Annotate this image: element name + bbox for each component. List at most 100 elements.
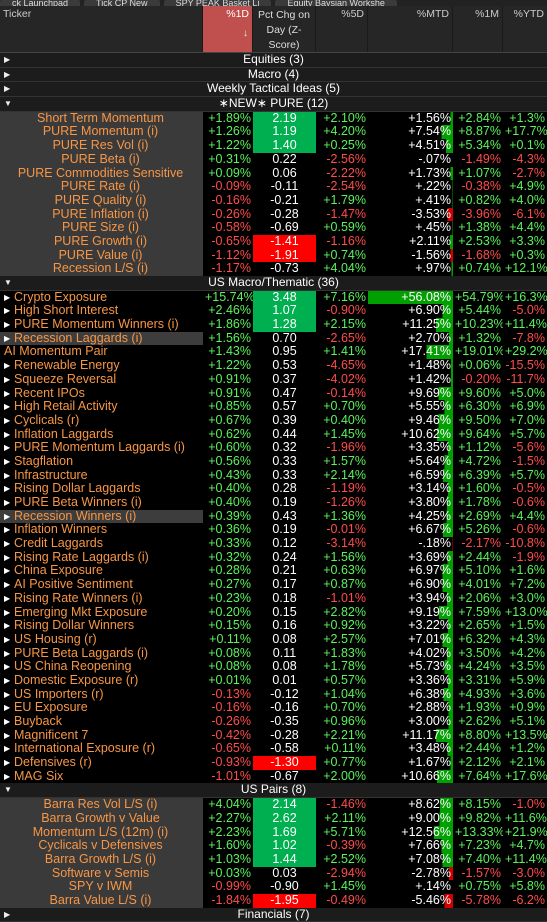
table-row[interactable]: ▶ PURE Momentum Winners (i) +1.86% 1.28 +2.1… (0, 318, 547, 332)
row-expand-icon[interactable]: ▶ (4, 456, 11, 466)
table-row[interactable]: ▶ Inflation Laggards +0.62% 0.44 +1.45% +10.6… (0, 427, 547, 442)
ticker-name[interactable]: Barra Growth L/S (i) (0, 852, 203, 867)
ticker-name[interactable]: Cyclicals v Defensives (0, 839, 203, 853)
table-row[interactable]: ▶ Emerging Mkt Exposure +0.20% 0.15 +2.82% +9… (0, 605, 547, 620)
row-expand-icon[interactable]: ▶ (4, 292, 11, 302)
table-row[interactable]: PURE Beta (i) +0.31% 0.22 -2.56% -.07% -1.49%… (0, 152, 547, 167)
ticker-name[interactable]: ▶ Renewable Energy (4, 359, 120, 373)
table-row[interactable]: ▶ Squeeze Reversal +0.91% 0.37 -4.02% +1.42% -… (0, 372, 547, 387)
table-row[interactable]: ▶ Infrastructure +0.43% 0.33 +2.14% +6.59% +6.… (0, 468, 547, 483)
row-expand-icon[interactable]: ▶ (4, 621, 11, 631)
ticker-name[interactable]: ▶ AI Positive Sentiment (4, 578, 133, 592)
row-expand-icon[interactable]: ▶ (4, 593, 11, 603)
row-expand-icon[interactable]: ▶ (4, 306, 11, 316)
ticker-name[interactable]: Barra Growth v Value (0, 811, 203, 826)
ticker-name[interactable]: ▶ Rising Rate Laggards (i) (4, 550, 149, 564)
group-header[interactable]: ▶ Macro (4) (0, 67, 547, 83)
row-expand-icon[interactable]: ▶ (4, 758, 11, 768)
row-expand-icon[interactable]: ▶ (4, 744, 11, 754)
table-row[interactable]: ▶ Buyback -0.26% -0.35 +0.96% +3.00% +2.62% +5.… (0, 715, 547, 729)
header-pct-chg-zscore[interactable]: Pct Chg on Day (Z-Score) (253, 6, 316, 52)
ticker-name[interactable]: PURE Size (i) (0, 221, 203, 235)
row-expand-icon[interactable]: ▶ (4, 415, 11, 425)
ticker-name[interactable]: Momentum L/S (12m) (i) (0, 825, 203, 840)
table-row[interactable]: ▶ Recession Laggards (i) +1.56% 0.70 -2.65% +… (0, 331, 547, 346)
row-expand-icon[interactable]: ▶ (4, 580, 11, 590)
table-row[interactable]: ▶ Cyclicals (r) +0.67% 0.39 +0.40% +9.46% +9.5… (0, 413, 547, 428)
table-row[interactable]: PURE Value (i) -1.12% -1.91 +0.74% -1.56% -1.… (0, 248, 547, 263)
table-row[interactable]: PURE Size (i) -0.58% -0.69 +0.59% +.45% +1.38… (0, 221, 547, 235)
ticker-name[interactable]: ▶ PURE Beta Laggards (i) (4, 646, 149, 660)
group-header[interactable]: ▼ US Macro/Thematic (36) (0, 275, 547, 291)
ticker-name[interactable]: Barra Res Vol L/S (i) (0, 798, 203, 812)
row-expand-icon[interactable]: ▶ (4, 333, 11, 343)
ticker-name[interactable]: ▶ Recent IPOs (4, 386, 85, 400)
table-row[interactable]: Recession L/S (i) -1.17% -0.73 +4.04% +.97% +… (0, 262, 547, 276)
ticker-name[interactable]: ▶ Crypto Exposure (4, 290, 108, 304)
table-row[interactable]: ▶ Rising Dollar Laggards +0.40% 0.28 -1.19% +… (0, 482, 547, 496)
row-expand-icon[interactable]: ▶ (4, 374, 11, 384)
ticker-name[interactable]: PURE Commodities Sensitive (0, 166, 203, 181)
table-row[interactable]: ▶ High Retail Activity +0.85% 0.57 +0.70% +5.… (0, 400, 547, 414)
ticker-name[interactable]: PURE Value (i) (0, 248, 203, 263)
expand-arrow-icon[interactable]: ▶ (4, 55, 11, 64)
row-expand-icon[interactable]: ▶ (4, 648, 11, 658)
table-row[interactable]: ▶ Defensives (r) -0.93% -1.30 +0.77% +1.67% +2… (0, 756, 547, 770)
ticker-name[interactable]: PURE Beta (i) (0, 152, 203, 167)
tab-equity-baysian[interactable]: Equity Baysian Workshe (275, 0, 397, 6)
header-1m[interactable]: %1M (453, 6, 503, 52)
row-expand-icon[interactable]: ▶ (4, 429, 11, 439)
table-row[interactable]: ▶ Recession Winners (i) +0.39% 0.43 +1.36% +4… (0, 509, 547, 524)
ticker-name[interactable]: ▶ Cyclicals (r) (4, 413, 80, 427)
ticker-name[interactable]: PURE Quality (i) (0, 193, 203, 208)
table-row[interactable]: PURE Res Vol (i) +1.22% 1.40 +0.25% +4.51% +5… (0, 139, 547, 153)
ticker-name[interactable]: ▶ Magnificent 7 (4, 728, 89, 742)
table-row[interactable]: ▶ Rising Rate Winners (i) +0.23% 0.18 -1.01%… (0, 591, 547, 606)
ticker-name[interactable]: ▶ Inflation Winners (4, 523, 108, 537)
tab-tick-cp-new[interactable]: Tick CP New (84, 0, 160, 6)
row-expand-icon[interactable]: ▶ (4, 703, 11, 713)
row-expand-icon[interactable]: ▶ (4, 498, 11, 507)
table-row[interactable]: ▶ US Importers (r) -0.13% -0.12 +1.04% +6.38%… (0, 687, 547, 702)
table-row[interactable]: ▶ US China Reopening +0.08% 0.08 +1.78% +5.73… (0, 660, 547, 674)
row-expand-icon[interactable]: ▶ (4, 511, 11, 521)
row-expand-icon[interactable]: ▶ (4, 525, 11, 535)
row-expand-icon[interactable]: ▶ (4, 402, 11, 412)
ticker-name[interactable]: ▶ Defensives (r) (4, 756, 92, 770)
table-row[interactable]: ▶ Magnificent 7 -0.42% -0.28 +2.21% +11.17% +8… (0, 728, 547, 743)
table-row[interactable]: ▶ Credit Laggards +0.33% 0.12 -3.14% -.18% -2.… (0, 537, 547, 551)
table-row[interactable]: ▶ Inflation Winners +0.36% 0.19 -0.01% +6.67%… (0, 523, 547, 538)
row-expand-icon[interactable]: ▶ (4, 361, 11, 371)
table-row[interactable]: ▶ PURE Beta Laggards (i) +0.08% 0.11 +1.83% +… (0, 646, 547, 661)
table-row[interactable]: Barra Res Vol L/S (i) +4.04% 2.14 -1.46% +8.… (0, 798, 547, 812)
ticker-name[interactable]: ▶ Rising Dollar Laggards (4, 482, 141, 496)
ticker-name[interactable]: ▶ China Exposure (4, 564, 103, 578)
table-row[interactable]: ▶ PURE Beta Winners (i) +0.40% 0.19 -1.26% +3… (0, 496, 547, 510)
ticker-name[interactable]: ▶ High Short Interest (4, 304, 119, 318)
table-row[interactable]: Short Term Momentum +1.89% 2.19 +2.10% +1.56… (0, 111, 547, 126)
row-expand-icon[interactable]: ▶ (4, 484, 11, 494)
ticker-name[interactable]: ▶ US Importers (r) (4, 687, 104, 701)
table-row[interactable]: ▶ High Short Interest +2.46% 1.07 -0.90% +6.9… (0, 304, 547, 319)
ticker-name[interactable]: PURE Momentum (i) (0, 125, 203, 140)
table-row[interactable]: ▶ US Housing (r) +0.11% 0.08 +2.57% +7.01% +6.… (0, 632, 547, 647)
tab-spy-peak-basket[interactable]: SPY PEAK Basket Li (163, 0, 272, 6)
table-row[interactable]: PURE Commodities Sensitive +0.09% 0.06 -2.2… (0, 166, 547, 181)
ticker-name[interactable]: PURE Growth (i) (0, 234, 203, 249)
table-row[interactable]: Barra Value L/S (i) -1.84% -1.95 -0.49% -5.4… (0, 893, 547, 908)
ticker-name[interactable]: ▶ Rising Rate Winners (i) (4, 591, 143, 605)
row-expand-icon[interactable]: ▶ (4, 607, 11, 617)
row-expand-icon[interactable]: ▶ (4, 539, 11, 549)
ticker-name[interactable]: ▶ Squeeze Reversal (4, 372, 117, 386)
ticker-name[interactable]: ▶ EU Exposure (4, 701, 88, 715)
row-expand-icon[interactable]: ▶ (4, 634, 11, 644)
row-expand-icon[interactable]: ▶ (4, 689, 11, 699)
group-header[interactable]: ▶ Weekly Tactical Ideas (5) (0, 82, 547, 98)
table-row[interactable]: ▶ Stagflation +0.56% 0.33 +1.57% +5.64% +4.72%… (0, 454, 547, 469)
ticker-name[interactable]: AI Momentum Pair (4, 345, 108, 359)
table-row[interactable]: Software v Semis +0.03% 0.03 -2.94% -2.78% -1… (0, 866, 547, 881)
table-row[interactable]: PURE Growth (i) -0.65% -1.41 -1.16% +2.11% +2… (0, 234, 547, 249)
header-mtd[interactable]: %MTD (368, 6, 453, 52)
ticker-name[interactable]: Barra Value L/S (i) (0, 893, 203, 908)
ticker-name[interactable]: SPY v IWM (0, 880, 203, 894)
